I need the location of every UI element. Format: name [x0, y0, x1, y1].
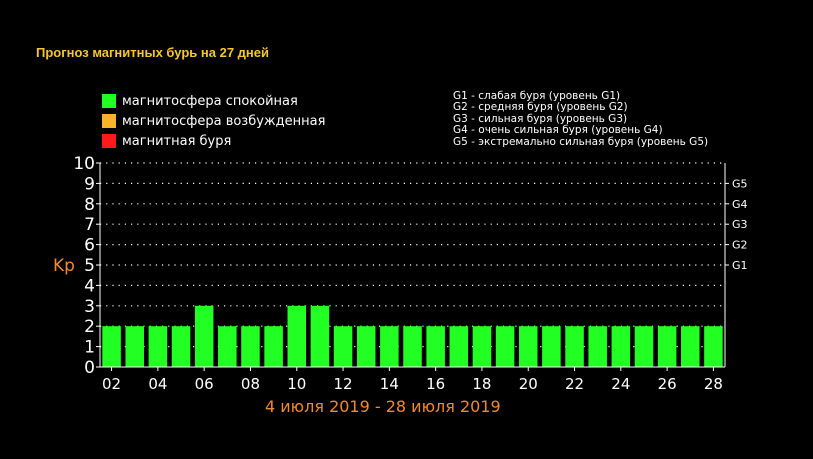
bar-day-26 [657, 326, 677, 367]
g-level-label: G5 [732, 177, 748, 190]
x-tick-label: 04 [148, 375, 167, 393]
x-tick-label: 28 [704, 375, 723, 393]
x-tick-label: 20 [519, 375, 538, 393]
bar-day-09 [264, 326, 283, 367]
legend-label-storm: магнитная буря [122, 133, 232, 149]
bar-day-24 [611, 326, 631, 367]
x-tick-label: 24 [611, 375, 630, 393]
y-tick-label: 3 [84, 297, 95, 317]
g-level-label: G1 [732, 259, 748, 272]
legend-label-quiet: магнитосфера спокойная [122, 93, 298, 109]
x-tick-label: 06 [195, 375, 214, 393]
x-tick-label: 02 [102, 375, 121, 393]
bar-day-18 [472, 326, 492, 367]
g-level-g5-text: G5 - экстремально сильная буря (уровень … [453, 135, 709, 148]
y-tick-label: 8 [84, 195, 95, 215]
x-tick-label: 16 [426, 375, 445, 393]
bar-day-23 [588, 326, 607, 367]
bar-day-06 [194, 305, 214, 367]
x-tick-label: 26 [658, 375, 677, 393]
status-legend: магнитосфера спокойная магнитосфера возб… [102, 91, 325, 151]
g-level-label: G2 [732, 239, 748, 252]
g-level-label: G4 [732, 198, 748, 211]
bar-day-19 [495, 326, 515, 367]
x-tick-label: 10 [287, 375, 306, 393]
bar-day-03 [125, 326, 144, 367]
x-tick-label: 22 [565, 375, 584, 393]
y-tick-label: 1 [84, 338, 95, 358]
bar-day-17 [449, 326, 469, 367]
g-level-g4-text: G4 - очень сильная буря (уровень G4) [453, 124, 663, 137]
bar-day-16 [426, 326, 445, 367]
bar-day-13 [356, 326, 376, 367]
legend-swatch-quiet [102, 94, 116, 108]
chart-title: Прогноз магнитных бурь на 27 дней [36, 45, 269, 60]
x-tick-label: 12 [334, 375, 353, 393]
y-tick-label: 2 [84, 317, 95, 337]
y-tick-label: 7 [84, 215, 95, 235]
bar-day-05 [171, 326, 191, 367]
g-level-label: G3 [732, 218, 748, 231]
legend-item-excited: магнитосфера возбужденная [102, 111, 325, 131]
bar-day-08 [241, 326, 260, 367]
bar-day-27 [681, 326, 700, 367]
date-range: 4 июля 2019 - 28 июля 2019 [265, 397, 501, 416]
bar-day-10 [287, 305, 307, 367]
bar-day-21 [542, 326, 561, 367]
y-tick-label: 5 [84, 256, 95, 276]
y-tick-label: 6 [84, 236, 95, 256]
bar-day-15 [403, 326, 422, 367]
g-level-g3-text: G3 - сильная буря (уровень G3) [453, 112, 628, 125]
legend-swatch-storm [102, 134, 116, 148]
x-tick-label: 14 [380, 375, 399, 393]
y-tick-label: 4 [84, 276, 95, 296]
g-level-g1-text: G1 - слабая буря (уровень G1) [453, 90, 621, 102]
bar-day-07 [218, 326, 237, 367]
g-levels-legend: G1 - слабая буря (уровень G1) G2 - средн… [453, 90, 709, 148]
legend-label-excited: магнитосфера возбужденная [122, 113, 326, 129]
bar-day-14 [380, 326, 399, 367]
y-tick-label: 0 [84, 358, 95, 378]
bar-day-04 [148, 326, 168, 367]
x-tick-label: 18 [472, 375, 491, 393]
bar-day-11 [310, 305, 330, 367]
y-tick-label: 9 [84, 174, 95, 194]
legend-item-storm: магнитная буря [102, 131, 325, 151]
bar-day-22 [565, 326, 584, 367]
y-axis-label: Kp [53, 256, 75, 276]
bar-day-25 [634, 326, 654, 367]
bar-day-12 [333, 326, 353, 367]
bar-day-02 [102, 326, 121, 367]
bar-day-28 [704, 326, 723, 367]
legend-item-quiet: магнитосфера спокойная [102, 91, 325, 111]
bar-day-20 [518, 326, 538, 367]
y-tick-label: 10 [73, 154, 95, 174]
g-level-g2-text: G2 - средняя буря (уровень G2) [453, 101, 628, 114]
x-tick-label: 08 [241, 375, 260, 393]
legend-swatch-excited [102, 114, 116, 128]
